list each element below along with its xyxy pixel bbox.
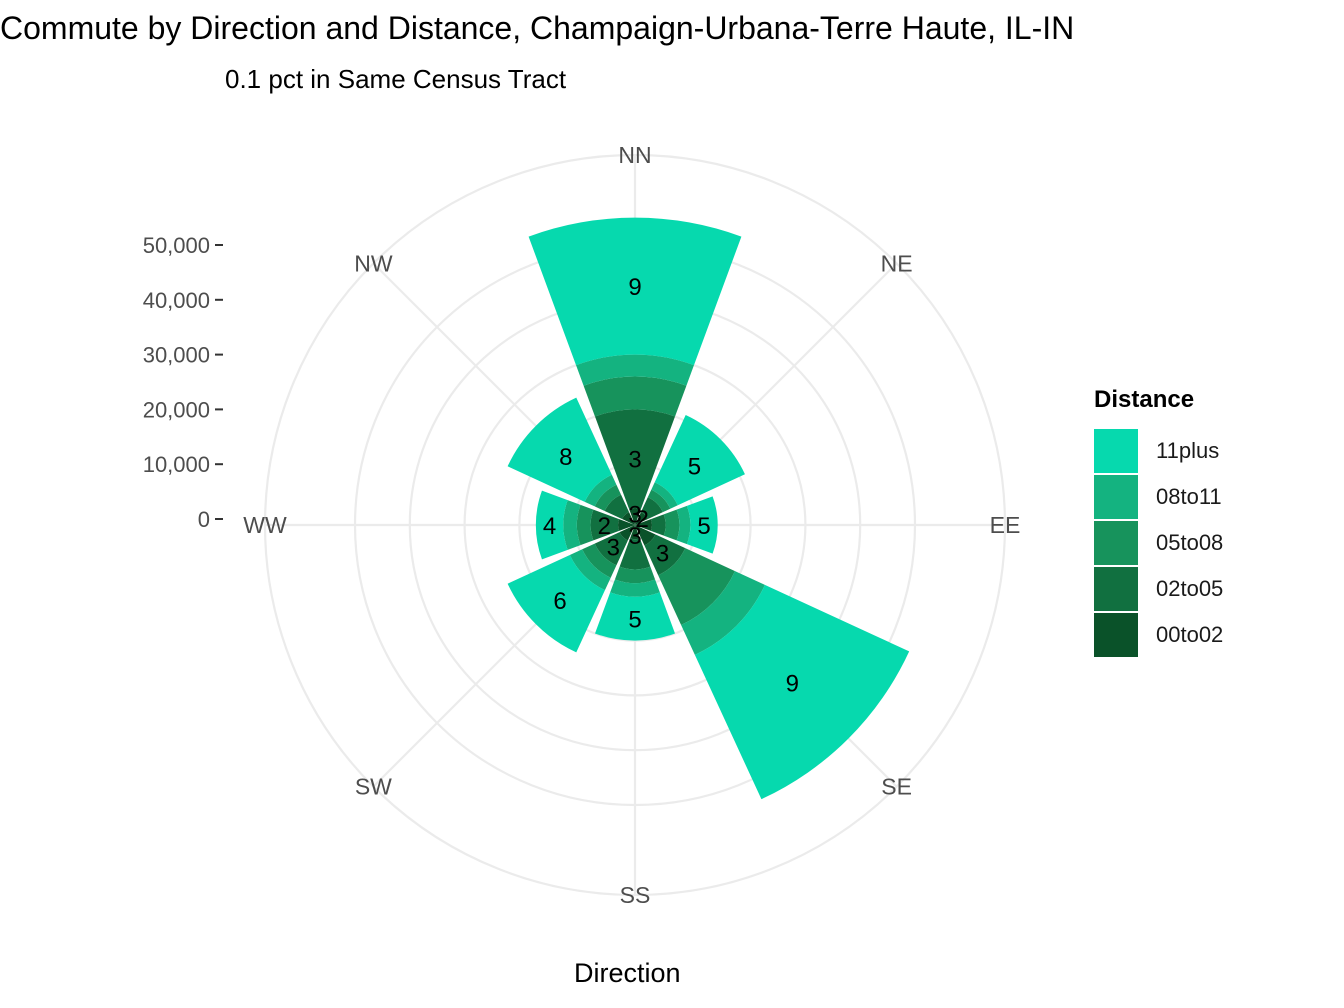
legend-swatch-02to05 xyxy=(1094,567,1138,611)
legend-label-05to08: 05to08 xyxy=(1156,530,1224,555)
bar-WW-11plus xyxy=(535,490,568,560)
bar-label-SS-00to02: 3 xyxy=(628,523,641,550)
bar-SS-05to08 xyxy=(614,566,656,584)
bar-label-WW-02to05: 2 xyxy=(598,513,611,540)
bar-SW-05to08 xyxy=(582,543,617,578)
bar-SW-11plus xyxy=(507,555,605,653)
bar-SW-08to11 xyxy=(569,549,611,591)
bar-NN-05to08 xyxy=(583,376,687,417)
bar-SW-02to05 xyxy=(594,532,628,566)
legend-item-00to02: 00to02 xyxy=(1094,612,1223,658)
radial-tick-label-3: 30,000 xyxy=(143,343,210,368)
bar-SS-00to02 xyxy=(630,525,640,540)
legend-title: Distance xyxy=(1094,386,1195,413)
bar-SE-08to11 xyxy=(681,571,765,655)
polar-bars xyxy=(507,217,910,800)
bar-EE-00to02 xyxy=(635,519,652,531)
bar-NW-02to05 xyxy=(604,494,630,520)
bar-label-NN-11plus: 9 xyxy=(628,274,641,301)
bar-NE-05to08 xyxy=(647,489,671,513)
direction-label-WW: WW xyxy=(243,512,287,538)
bar-NW-11plus xyxy=(507,397,612,502)
direction-label-SE: SE xyxy=(881,774,912,800)
bar-SS-02to05 xyxy=(619,538,651,570)
bar-NN-00to02 xyxy=(629,508,641,525)
legend: Distance 11plus 08to11 05to08 02to05 00to02 xyxy=(1094,386,1223,658)
direction-label-NW: NW xyxy=(354,250,393,276)
legend-label-08to11: 08to11 xyxy=(1156,484,1222,509)
legend-swatch-08to11 xyxy=(1094,475,1138,519)
bar-EE-11plus xyxy=(686,496,718,554)
radial-axis: 0 10,000 20,000 30,000 40,000 50,000 xyxy=(143,233,223,532)
bar-label-NE-11plus: 5 xyxy=(688,454,701,481)
direction-labels: NN NE EE SE SS SW WW NW xyxy=(243,142,1020,908)
direction-label-SS: SS xyxy=(620,882,651,908)
legend-swatch-11plus xyxy=(1094,429,1138,473)
bar-label-NN-00to02: 3 xyxy=(628,502,641,529)
bar-label-SE-11plus: 9 xyxy=(786,670,799,697)
bar-EE-02to05 xyxy=(650,514,666,536)
bar-label-SW-11plus: 6 xyxy=(553,588,566,615)
direction-label-SW: SW xyxy=(355,774,392,800)
radial-tick-label-2: 20,000 xyxy=(143,397,210,422)
legend-item-02to05: 02to05 xyxy=(1094,566,1223,612)
chart-subtitle: 0.1 pct in Same Census Tract xyxy=(225,64,567,94)
bar-NE-08to11 xyxy=(651,482,678,509)
x-axis-label: Direction xyxy=(574,958,681,988)
bar-WW-00to02 xyxy=(618,519,635,531)
bar-EE-05to08 xyxy=(663,509,680,541)
bar-SE-11plus xyxy=(694,584,910,800)
radial-tick-label-4: 40,000 xyxy=(143,288,210,313)
bar-label-WW-11plus: 4 xyxy=(543,513,556,540)
legend-item-08to11: 08to11 xyxy=(1094,474,1223,520)
legend-label-00to02: 00to02 xyxy=(1156,622,1224,647)
radial-tick-label-1: 10,000 xyxy=(143,452,210,477)
bar-SW-00to02 xyxy=(619,525,635,541)
legend-swatch-00to02 xyxy=(1094,613,1138,657)
bar-WW-02to05 xyxy=(590,509,620,541)
legend-item-11plus: 11plus xyxy=(1094,428,1223,474)
bar-NW-00to02 xyxy=(622,512,635,525)
bar-NN-08to11 xyxy=(576,354,694,386)
bar-EE-08to11 xyxy=(676,505,691,545)
bar-NE-11plus xyxy=(654,415,745,506)
bar-NW-05to08 xyxy=(594,484,622,512)
legend-swatch-05to08 xyxy=(1094,521,1138,565)
bar-SS-11plus xyxy=(594,592,676,641)
radial-tick-label-5: 50,000 xyxy=(143,233,210,258)
direction-label-NN: NN xyxy=(618,142,651,168)
direction-label-NE: NE xyxy=(881,250,913,276)
bar-SS-08to11 xyxy=(610,579,660,597)
bar-SE-00to02 xyxy=(635,525,656,546)
bar-SE-02to05 xyxy=(644,534,686,576)
bar-SE-05to08 xyxy=(658,548,736,626)
radial-tick-label-0: 0 xyxy=(198,507,210,532)
bar-label-NN-02to05: 3 xyxy=(628,447,641,474)
bar-label-SS-11plus: 5 xyxy=(628,607,641,634)
bar-WW-05to08 xyxy=(576,504,594,546)
bar-WW-08to11 xyxy=(563,500,581,550)
legend-item-05to08: 05to08 xyxy=(1094,520,1223,566)
bar-label-EE-11plus: 5 xyxy=(697,513,710,540)
bar-NE-02to05 xyxy=(640,497,663,520)
legend-label-02to05: 02to05 xyxy=(1156,576,1224,601)
bar-label-NW-11plus: 8 xyxy=(559,444,572,471)
bar-label-SW-02to05: 3 xyxy=(607,535,620,562)
bar-NN-02to05 xyxy=(594,409,676,510)
chart-title: Commute by Direction and Distance, Champ… xyxy=(0,10,1075,46)
bar-NW-08to11 xyxy=(584,474,617,507)
bar-NN-11plus xyxy=(528,217,742,366)
direction-label-EE: EE xyxy=(990,512,1021,538)
bar-NE-00to02 xyxy=(635,512,648,525)
legend-label-11plus: 11plus xyxy=(1156,438,1220,463)
bar-label-SE-02to05: 3 xyxy=(656,540,669,567)
bar-label-NE-00to02: 2 xyxy=(635,506,648,533)
